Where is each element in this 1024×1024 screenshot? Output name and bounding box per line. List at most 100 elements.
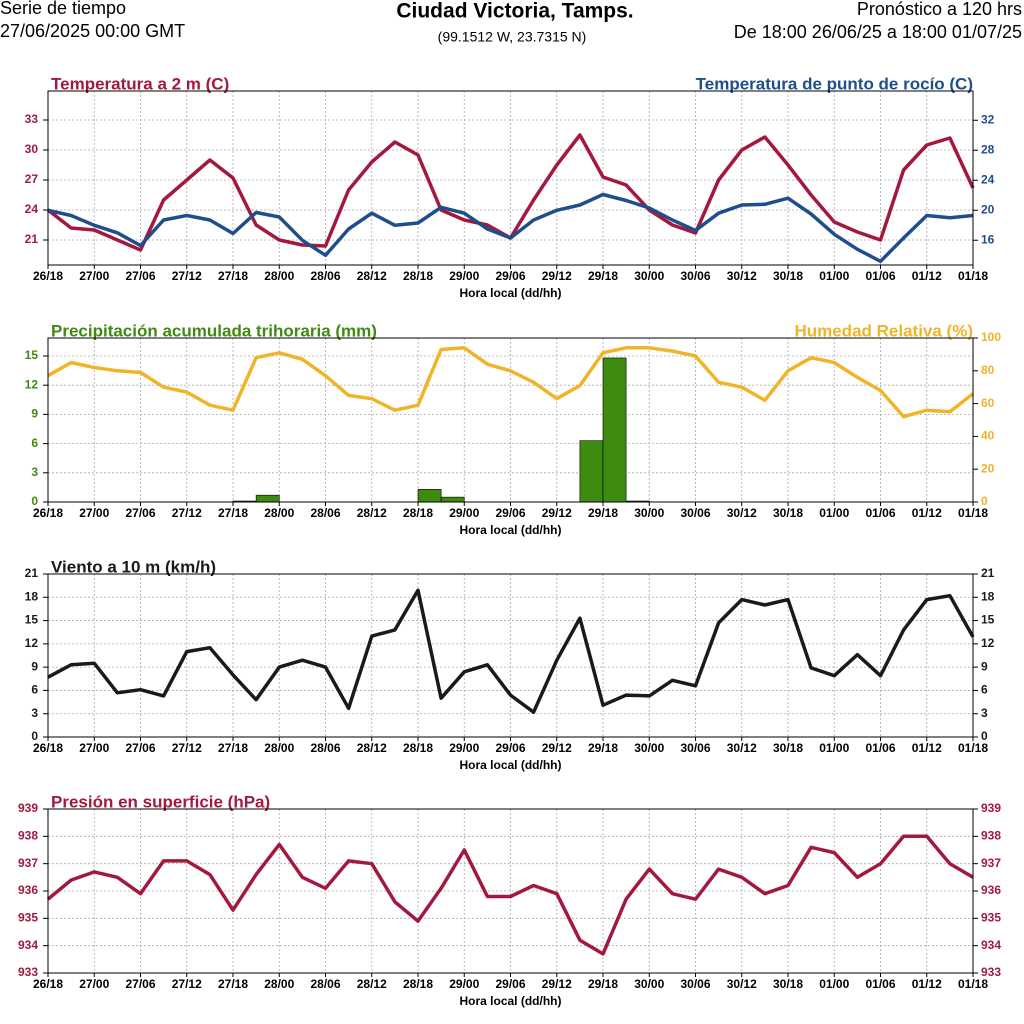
plot-frame (47, 573, 974, 738)
series-title: Precipitación acumulada trihoraria (mm) (51, 321, 377, 340)
x-tick-label: 29/12 (542, 506, 572, 520)
x-tick-label: 29/12 (542, 741, 572, 755)
x-tick-label: 30/18 (773, 506, 803, 520)
x-tick-label: 28/06 (310, 269, 340, 283)
x-tick-label: 30/06 (680, 506, 710, 520)
x-tick-label: 30/06 (680, 269, 710, 283)
plot-frame (47, 337, 974, 503)
bar (417, 489, 442, 503)
x-tick-label: 27/00 (79, 269, 109, 283)
x-tick-label: 28/00 (264, 977, 294, 991)
x-tick-label: 01/06 (865, 269, 895, 283)
x-tick-label: 29/18 (588, 269, 618, 283)
page-subtitle: (99.1512 W, 23.7315 N) (438, 29, 587, 45)
y-tick-label: 21 (25, 566, 39, 580)
x-tick-label: 29/06 (495, 269, 525, 283)
x-tick-label: 30/12 (727, 269, 757, 283)
y2-tick-label: 938 (981, 829, 1001, 843)
y-tick-label: 937 (18, 856, 38, 870)
header-left: 27/06/2025 00:00 GMT (0, 21, 185, 41)
series-line (47, 346, 975, 419)
y-tick-label: 33 (25, 112, 39, 126)
series-title: Viento a 10 m (km/h) (51, 557, 216, 576)
y-tick-label: 6 (31, 683, 38, 697)
x-tick-label: 28/12 (357, 506, 387, 520)
x-tick-label: 27/12 (172, 977, 202, 991)
x-tick-label: 30/12 (727, 741, 757, 755)
y2-tick-label: 935 (981, 911, 1001, 925)
bar (602, 357, 627, 503)
x-axis-label: Hora local (dd/hh) (460, 758, 562, 772)
plot-frame (47, 90, 974, 266)
x-tick-label: 28/18 (403, 741, 433, 755)
x-tick-label: 27/06 (125, 741, 155, 755)
x-tick-label: 29/18 (588, 977, 618, 991)
y-tick-label: 9 (31, 407, 38, 421)
x-tick-label: 30/18 (773, 977, 803, 991)
x-tick-label: 26/18 (33, 269, 63, 283)
y-tick-label: 6 (31, 436, 38, 450)
y2-tick-label: 16 (981, 232, 995, 246)
x-tick-label: 01/18 (958, 977, 988, 991)
x-tick-label: 29/00 (449, 269, 479, 283)
x-tick-label: 01/18 (958, 741, 988, 755)
y2-tick-label: 936 (981, 883, 1001, 897)
x-tick-label: 28/12 (357, 741, 387, 755)
x-tick-label: 30/18 (773, 269, 803, 283)
bar (255, 494, 280, 503)
series-line (47, 192, 974, 264)
x-tick-label: 28/00 (264, 506, 294, 520)
x-axis-label: Hora local (dd/hh) (460, 994, 562, 1008)
x-tick-label: 27/06 (125, 269, 155, 283)
y-tick-label: 18 (25, 589, 39, 603)
x-tick-label: 27/18 (218, 506, 248, 520)
x-tick-label: 01/18 (958, 506, 988, 520)
y-tick-label: 938 (18, 829, 38, 843)
y-tick-label: 12 (25, 377, 39, 391)
bar (440, 496, 465, 503)
x-tick-label: 30/18 (773, 741, 803, 755)
y2-tick-label: 18 (981, 589, 995, 603)
x-tick-label: 29/18 (588, 506, 618, 520)
x-tick-label: 29/06 (495, 977, 525, 991)
y-tick-label: 0 (31, 729, 38, 743)
x-tick-label: 29/06 (495, 741, 525, 755)
x-tick-label: 28/18 (403, 977, 433, 991)
x-tick-label: 26/18 (33, 977, 63, 991)
x-tick-label: 30/06 (680, 977, 710, 991)
x-tick-label: 29/12 (542, 977, 572, 991)
x-tick-label: 28/18 (403, 506, 433, 520)
x-tick-label: 27/18 (218, 269, 248, 283)
series-title: Humedad Relativa (%) (794, 321, 973, 340)
x-tick-label: 01/12 (912, 741, 942, 755)
y2-tick-label: 934 (981, 938, 1001, 952)
y2-tick-label: 12 (981, 636, 995, 650)
header-left: Serie de tiempo (0, 0, 126, 18)
y2-tick-label: 0 (981, 494, 988, 508)
x-tick-label: 29/18 (588, 741, 618, 755)
y-tick-label: 934 (18, 938, 38, 952)
x-tick-label: 29/00 (449, 506, 479, 520)
y2-tick-label: 0 (981, 729, 988, 743)
x-axis-label: Hora local (dd/hh) (460, 286, 562, 300)
x-tick-label: 30/00 (634, 741, 664, 755)
y-tick-label: 9 (31, 659, 38, 673)
x-tick-label: 01/06 (865, 741, 895, 755)
y2-tick-label: 20 (981, 461, 995, 475)
x-tick-label: 28/06 (310, 741, 340, 755)
y-tick-label: 15 (25, 348, 39, 362)
x-tick-label: 30/00 (634, 506, 664, 520)
y2-tick-label: 9 (981, 659, 988, 673)
x-tick-label: 01/06 (865, 977, 895, 991)
y2-tick-label: 939 (981, 801, 1001, 815)
x-tick-label: 28/12 (357, 977, 387, 991)
x-tick-label: 28/00 (264, 741, 294, 755)
y-tick-label: 3 (31, 706, 38, 720)
y2-tick-label: 80 (981, 363, 995, 377)
y-tick-label: 24 (25, 202, 39, 216)
x-tick-label: 01/00 (819, 741, 849, 755)
x-tick-label: 30/00 (634, 269, 664, 283)
x-tick-label: 29/00 (449, 741, 479, 755)
x-tick-label: 27/18 (218, 741, 248, 755)
